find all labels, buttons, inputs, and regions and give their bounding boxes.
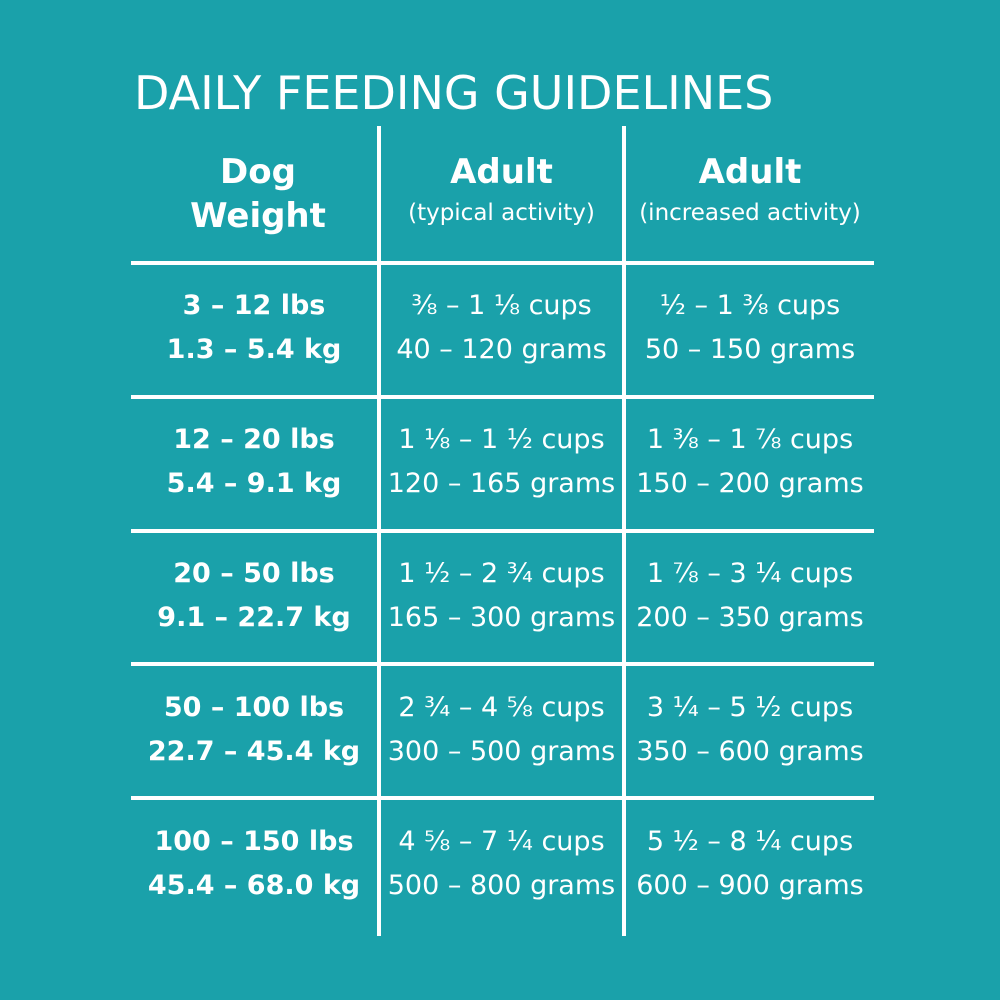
increased-grams: 200 – 350 grams (636, 602, 864, 633)
typical-cups: ⅜ – 1 ⅛ cups (411, 290, 592, 321)
table-row-increased: 1 ⅞ – 3 ¼ cups 200 – 350 grams (626, 552, 874, 640)
typical-grams: 165 – 300 grams (387, 602, 616, 633)
table-row-typical: ⅜ – 1 ⅛ cups 40 – 120 grams (381, 284, 622, 372)
table-row-typical: 2 ¾ – 4 ⅝ cups 300 – 500 grams (381, 686, 622, 774)
weight-kg: 5.4 – 9.1 kg (166, 468, 342, 499)
increased-grams: 350 – 600 grams (636, 736, 864, 767)
table-row-weight: 50 – 100 lbs 22.7 – 45.4 kg (131, 686, 377, 774)
table-row-weight: 12 – 20 lbs 5.4 – 9.1 kg (131, 418, 377, 506)
weight-kg: 1.3 – 5.4 kg (166, 334, 342, 365)
table-row-weight: 100 – 150 lbs 45.4 – 68.0 kg (131, 820, 377, 908)
header-adult-increased-title: Adult (698, 152, 802, 192)
table-row-increased: 3 ¼ – 5 ½ cups 350 – 600 grams (626, 686, 874, 774)
header-adult-typical-title: Adult (450, 152, 553, 192)
weight-lbs: 3 – 12 lbs (182, 290, 326, 321)
increased-cups: 5 ½ – 8 ¼ cups (646, 826, 854, 857)
typical-grams: 120 – 165 grams (387, 468, 616, 499)
typical-cups: 4 ⅝ – 7 ¼ cups (398, 826, 605, 857)
typical-grams: 300 – 500 grams (387, 736, 616, 767)
table-row-weight: 20 – 50 lbs 9.1 – 22.7 kg (131, 552, 377, 640)
increased-cups: 1 ⅜ – 1 ⅞ cups (646, 424, 854, 455)
weight-kg: 22.7 – 45.4 kg (147, 736, 361, 767)
row-divider (131, 662, 874, 666)
typical-cups: 1 ½ – 2 ¾ cups (398, 558, 605, 589)
header-adult-increased-sub: (increased activity) (639, 200, 861, 226)
header-adult-typical-sub: (typical activity) (408, 200, 595, 226)
page-title: DAILY FEEDING GUIDELINES (134, 66, 774, 120)
weight-lbs: 100 – 150 lbs (154, 826, 354, 857)
header-weight-line2: Weight (190, 196, 326, 236)
header-adult-increased: Adult (increased activity) (626, 150, 874, 232)
weight-kg: 45.4 – 68.0 kg (147, 870, 361, 901)
weight-lbs: 20 – 50 lbs (173, 558, 335, 589)
increased-cups: 1 ⅞ – 3 ¼ cups (646, 558, 854, 589)
increased-grams: 50 – 150 grams (644, 334, 856, 365)
row-divider (131, 796, 874, 800)
increased-grams: 600 – 900 grams (636, 870, 864, 901)
typical-grams: 40 – 120 grams (396, 334, 607, 365)
weight-lbs: 50 – 100 lbs (163, 692, 345, 723)
table-row-increased: 5 ½ – 8 ¼ cups 600 – 900 grams (626, 820, 874, 908)
table-row-typical: 1 ½ – 2 ¾ cups 165 – 300 grams (381, 552, 622, 640)
row-divider (131, 261, 874, 265)
header-weight-line1: Dog (220, 152, 296, 192)
table-row-increased: ½ – 1 ⅜ cups 50 – 150 grams (626, 284, 874, 372)
increased-cups: 3 ¼ – 5 ½ cups (646, 692, 854, 723)
typical-cups: 2 ¾ – 4 ⅝ cups (398, 692, 605, 723)
header-adult-typical: Adult (typical activity) (381, 150, 622, 232)
table-row-typical: 1 ⅛ – 1 ½ cups 120 – 165 grams (381, 418, 622, 506)
typical-grams: 500 – 800 grams (387, 870, 616, 901)
header-weight: Dog Weight (131, 150, 385, 238)
increased-grams: 150 – 200 grams (636, 468, 864, 499)
weight-kg: 9.1 – 22.7 kg (157, 602, 351, 633)
increased-cups: ½ – 1 ⅜ cups (659, 290, 841, 321)
row-divider (131, 395, 874, 399)
table-row-increased: 1 ⅜ – 1 ⅞ cups 150 – 200 grams (626, 418, 874, 506)
table-row-typical: 4 ⅝ – 7 ¼ cups 500 – 800 grams (381, 820, 622, 908)
typical-cups: 1 ⅛ – 1 ½ cups (398, 424, 605, 455)
weight-lbs: 12 – 20 lbs (173, 424, 335, 455)
table-row-weight: 3 – 12 lbs 1.3 – 5.4 kg (131, 284, 377, 372)
row-divider (131, 529, 874, 533)
